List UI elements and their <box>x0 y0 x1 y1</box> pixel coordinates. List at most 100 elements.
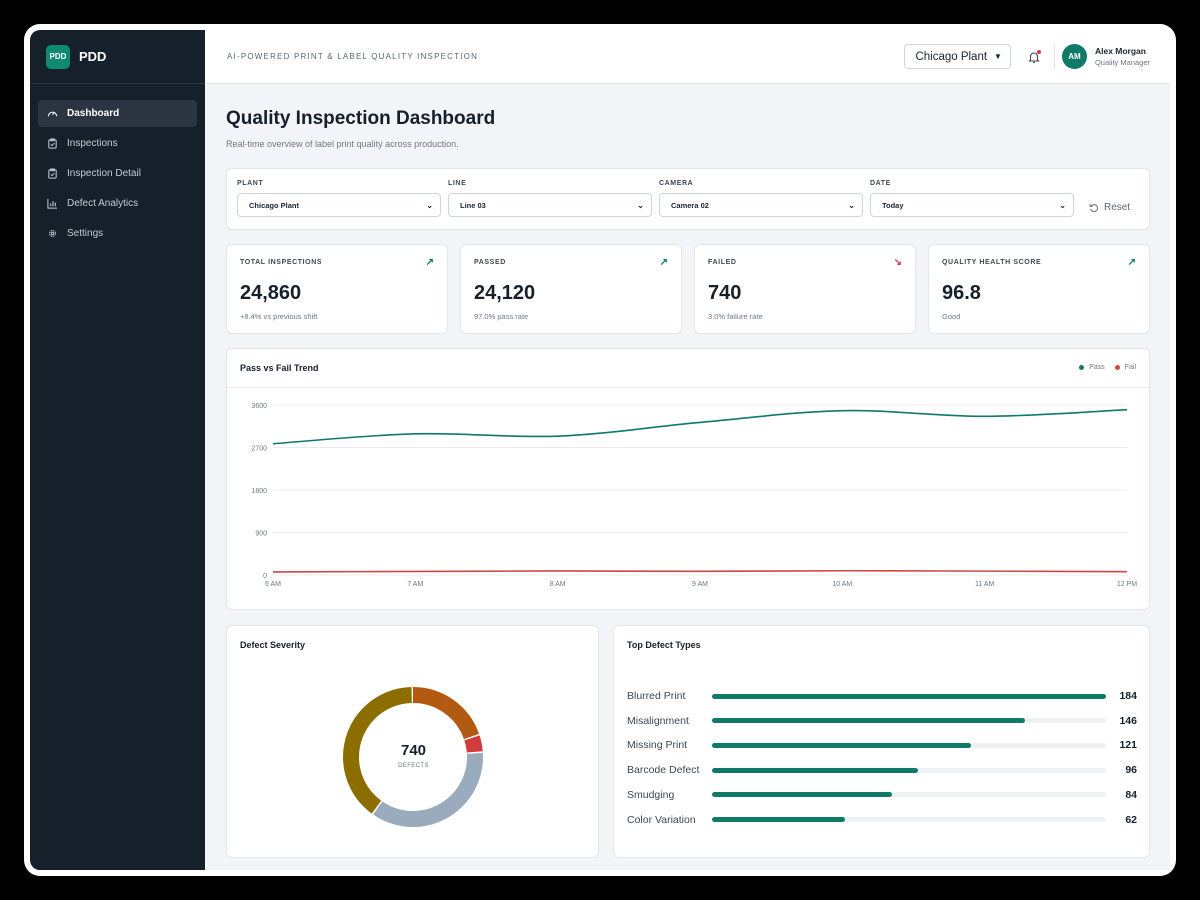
defect-bar-track <box>712 718 1106 724</box>
notification-button[interactable] <box>1027 49 1041 64</box>
pass-fail-trend-card: Pass vs Fail Trend Pass Fail 0 900 1800 270… <box>226 348 1150 610</box>
trend-chart: 0 900 1800 2700 3600 6 AM 7 AM 8 AM 9 AM 10 AM 11 … <box>251 403 1137 588</box>
user-role: Quality Manager <box>1094 58 1150 67</box>
kpi-card-passed: Passed ↗ 24,120 97.0% pass rate <box>460 244 682 334</box>
kpi-label: Total Inspections <box>240 259 323 266</box>
kpi-card-failed: Failed ↘ 740 3.0% failure rate <box>694 244 916 334</box>
bar-chart-icon <box>47 198 58 209</box>
brand: PDD PDD <box>30 30 205 84</box>
sidebar-item-label: Inspection Detail <box>67 168 141 179</box>
chevron-down-icon: ⌄ <box>637 200 644 210</box>
bell-icon <box>1028 51 1040 63</box>
kpi-note: +8.4% vs previous shift <box>240 312 318 321</box>
kpi-note: 97.0% pass rate <box>474 312 529 321</box>
defect-label: Barcode Defect <box>627 764 700 777</box>
trend-up-icon: ↗ <box>659 257 668 268</box>
sidebar-item-inspections[interactable]: Inspections <box>38 130 197 157</box>
trend-up-icon: ↗ <box>1127 257 1136 268</box>
plant-select[interactable]: Chicago Plant ⌄ <box>237 193 441 217</box>
filter-label: Date <box>870 180 891 187</box>
kpi-note: 3.0% failure rate <box>708 312 763 321</box>
user-info[interactable]: Alex Morgan Quality Manager <box>1095 46 1150 67</box>
top-defect-types-card: Top Defect Types Blurred Print 184 Misalig… <box>613 625 1150 858</box>
defect-label: Color Variation <box>627 813 696 826</box>
y-tick-label: 1800 <box>251 488 267 495</box>
series-line-pass <box>272 408 1128 445</box>
sidebar-item-defect-analytics[interactable]: Defect Analytics <box>38 190 197 217</box>
plant-selector[interactable]: Chicago Plant ▼ <box>904 44 1011 69</box>
clipboard-icon <box>48 138 57 149</box>
defect-bar <box>712 693 1106 699</box>
line-select[interactable]: Line 03 ⌄ <box>448 193 652 217</box>
sidebar-item-settings[interactable]: Settings <box>38 220 197 247</box>
filter-line: Line Line 03 ⌄ <box>448 180 652 217</box>
user-name: Alex Morgan <box>1094 46 1146 56</box>
chevron-down-icon: ⌄ <box>848 200 855 210</box>
sidebar-item-inspection-detail[interactable]: Inspection Detail <box>38 160 197 187</box>
sidebar-nav: Dashboard Inspections Inspection Detail … <box>30 84 205 247</box>
sidebar-item-label: Inspections <box>67 138 118 149</box>
defect-bar-track <box>712 742 1106 748</box>
kpi-value: 24,120 <box>474 282 536 304</box>
trend-up-icon: ↗ <box>425 257 434 268</box>
defect-label: Missing Print <box>627 739 688 752</box>
topbar: AI-Powered Print & Label Quality Inspect… <box>205 30 1170 84</box>
filter-plant: Plant Chicago Plant ⌄ <box>237 180 441 217</box>
chart-title: Top Defect Types <box>627 640 701 650</box>
date-select[interactable]: Today ⌄ <box>870 193 1074 217</box>
app-window: PDD PDD Dashboard Inspections Inspection… <box>30 30 1170 870</box>
x-tick-label: 7 AM <box>407 581 423 588</box>
filter-label: Camera <box>659 180 694 187</box>
brand-logo: PDD <box>46 44 70 69</box>
x-tick-label: 11 AM <box>975 581 994 588</box>
sidebar-item-label: Settings <box>67 228 104 239</box>
donut-total: 740 <box>400 742 427 759</box>
defect-bar-row: Color Variation 62 <box>627 812 1137 828</box>
donut-caption: DEFECTS <box>398 763 429 769</box>
reset-label: Reset <box>1104 202 1131 213</box>
app-tagline: AI-Powered Print & Label Quality Inspect… <box>227 52 479 61</box>
camera-select[interactable]: Camera 02 ⌄ <box>659 193 863 217</box>
defect-count: 84 <box>1125 788 1137 801</box>
avatar[interactable]: AM <box>1061 44 1087 69</box>
donut-slice-medium <box>343 687 483 827</box>
line-select-value: Line 03 <box>460 200 486 210</box>
defect-label: Misalignment <box>627 714 689 727</box>
defect-count: 146 <box>1119 714 1137 727</box>
gauge-icon <box>47 111 58 117</box>
device-frame: PDD PDD Dashboard Inspections Inspection… <box>24 24 1176 876</box>
reset-button[interactable]: Reset <box>1089 202 1130 213</box>
kpi-card-total-inspections: Total Inspections ↗ 24,860 +8.4% vs prev… <box>226 244 448 334</box>
defect-bar-track <box>712 693 1106 699</box>
y-tick-label: 0 <box>263 573 267 580</box>
x-tick-label: 8 AM <box>550 581 566 588</box>
divider <box>1053 43 1055 70</box>
kpi-value: 740 <box>708 282 742 304</box>
defect-count: 62 <box>1125 813 1137 826</box>
divider <box>227 387 1149 388</box>
defect-severity-card: Defect Severity 740 DEFECTS <box>226 625 599 858</box>
defect-bar-track <box>712 767 1106 773</box>
page-title: Quality Inspection Dashboard <box>226 108 496 129</box>
y-tick-label: 900 <box>255 531 267 538</box>
page-subtitle: Real-time overview of label print qualit… <box>226 139 459 149</box>
defect-bar-row: Missing Print 121 <box>627 737 1137 753</box>
defect-bar <box>712 767 918 773</box>
defect-bar <box>712 792 892 798</box>
filter-camera: Camera Camera 02 ⌄ <box>659 180 863 217</box>
defect-bar <box>712 718 1025 724</box>
legend-label: Pass <box>1089 364 1105 371</box>
defect-bar-row: Blurred Print 184 <box>627 688 1137 704</box>
notification-dot <box>1036 49 1041 54</box>
sidebar-item-label: Defect Analytics <box>67 198 139 209</box>
trend-down-icon: ↘ <box>893 257 902 268</box>
gear-icon <box>49 230 56 237</box>
filter-label: Plant <box>237 180 264 187</box>
kpi-label: Failed <box>708 259 737 266</box>
filter-label: Line <box>448 180 467 187</box>
sidebar-item-dashboard[interactable]: Dashboard <box>38 100 197 127</box>
defect-count: 121 <box>1119 739 1137 752</box>
reset-icon <box>1089 203 1098 212</box>
defect-count: 96 <box>1125 764 1137 777</box>
chart-title: Defect Severity <box>240 640 306 650</box>
